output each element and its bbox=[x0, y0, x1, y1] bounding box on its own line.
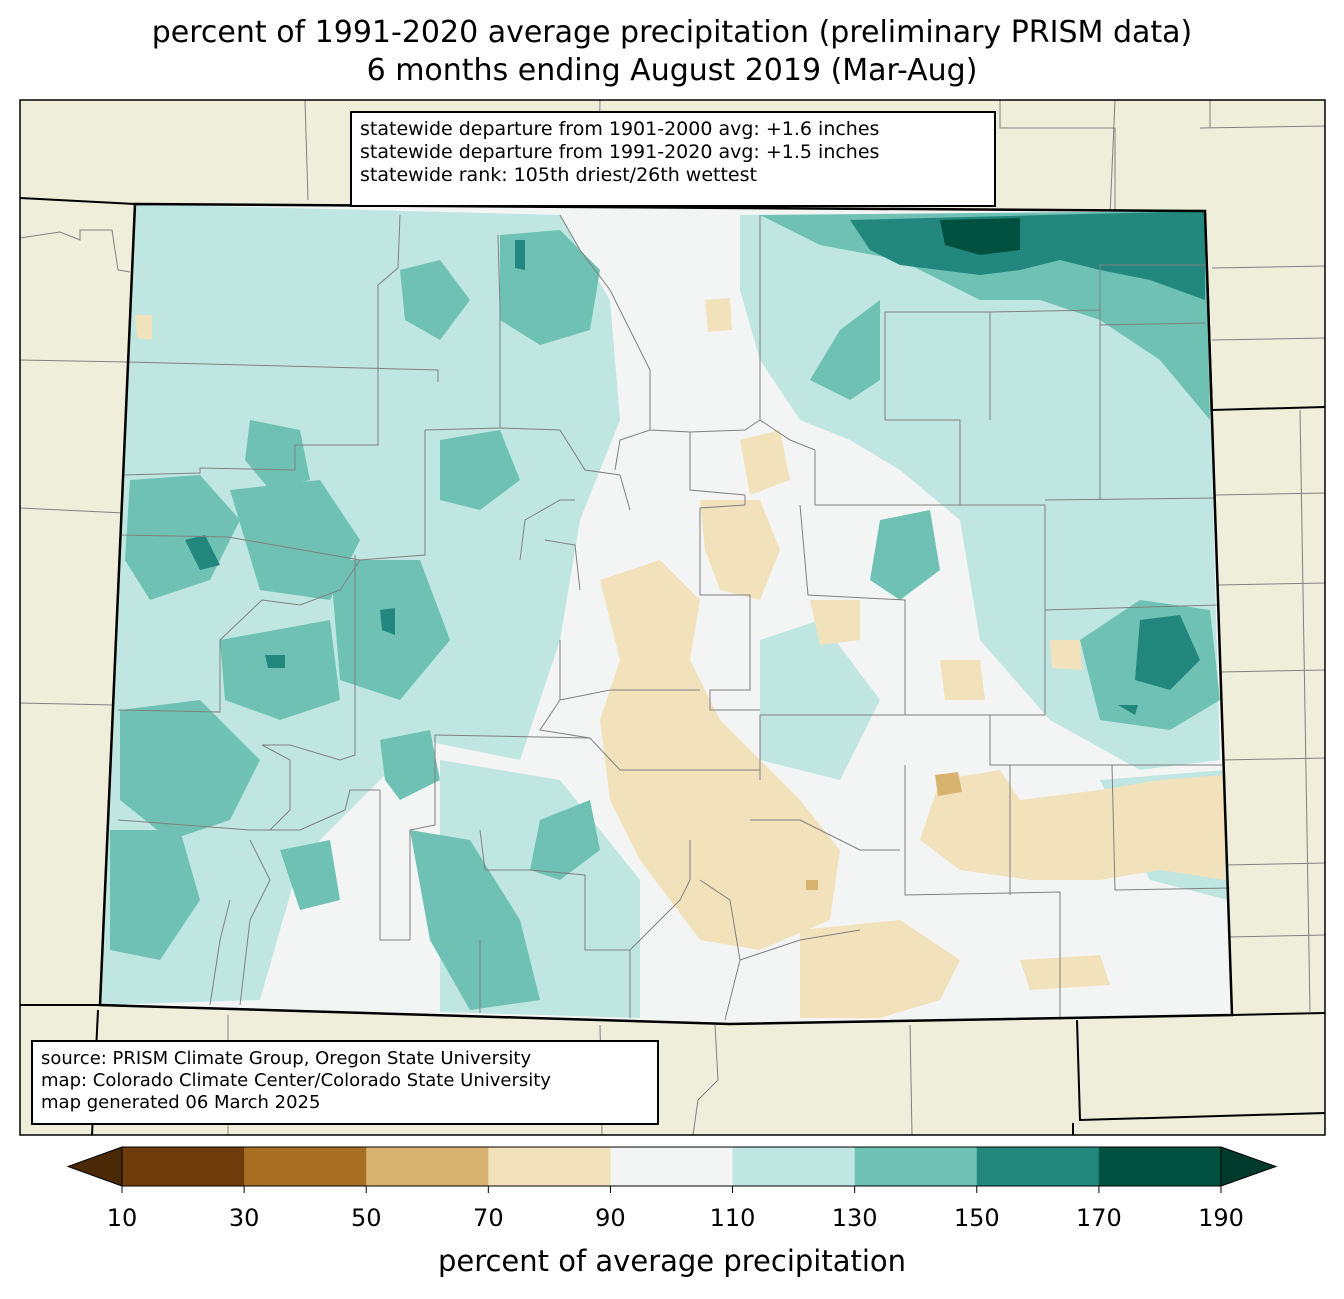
colorbar bbox=[66, 1146, 1278, 1193]
colorbar-segment bbox=[732, 1147, 856, 1186]
colorbar-segment bbox=[854, 1147, 978, 1186]
colorbar-tick-label: 50 bbox=[350, 1204, 382, 1232]
colorbar-tick-label: 70 bbox=[473, 1204, 504, 1232]
colorbar-tick-label: 170 bbox=[1075, 1204, 1122, 1232]
source-line-1: source: PRISM Climate Group, Oregon Stat… bbox=[41, 1048, 532, 1069]
colorbar-label: percent of average precipitation bbox=[437, 1244, 907, 1278]
source-credit-box: source: PRISM Climate Group, Oregon Stat… bbox=[31, 1040, 659, 1125]
statewide-stats-box: statewide departure from 1901-2000 avg: … bbox=[350, 111, 996, 207]
colorbar-tick-label: 130 bbox=[831, 1204, 878, 1232]
colorbar-tick-label: 30 bbox=[228, 1204, 260, 1232]
source-line-2: map: Colorado Climate Center/Colorado St… bbox=[41, 1070, 551, 1091]
colorbar-tick-label: 10 bbox=[106, 1204, 138, 1232]
colorado-county-lines bbox=[117, 214, 1231, 1021]
colorbar-tick-label: 190 bbox=[1198, 1204, 1244, 1232]
colorado-border bbox=[98, 202, 1234, 1026]
colorbar-tick-label: 90 bbox=[595, 1204, 626, 1232]
colorbar-segment bbox=[122, 1147, 245, 1186]
map-subtitle: 6 months ending August 2019 (Mar-Aug) bbox=[366, 53, 978, 88]
colorbar-over-arrow bbox=[1220, 1146, 1278, 1187]
stats-line-1: statewide departure from 1901-2000 avg: … bbox=[360, 118, 880, 140]
colorbar-segment bbox=[976, 1147, 1100, 1186]
colorbar-segment bbox=[1098, 1147, 1222, 1186]
colorbar-segment bbox=[366, 1147, 489, 1186]
colorbar-frame bbox=[121, 1146, 1222, 1187]
source-line-3: map generated 06 March 2025 bbox=[41, 1092, 321, 1113]
stats-line-2: statewide departure from 1991-2020 avg: … bbox=[360, 141, 880, 163]
colorbar-segment bbox=[610, 1147, 734, 1186]
map-frame bbox=[19, 99, 1326, 1136]
colorbar-tick-label: 110 bbox=[709, 1204, 756, 1232]
precip-shading bbox=[100, 204, 1228, 1018]
colorbar-tick-label: 150 bbox=[953, 1204, 1000, 1232]
colorbar-segment bbox=[488, 1147, 611, 1186]
colorbar-under-arrow bbox=[66, 1146, 123, 1187]
map-title: percent of 1991-2020 average precipitati… bbox=[151, 15, 1193, 50]
colorbar-segment bbox=[244, 1147, 367, 1186]
stats-line-3: statewide rank: 105th driest/26th wettes… bbox=[360, 164, 757, 186]
